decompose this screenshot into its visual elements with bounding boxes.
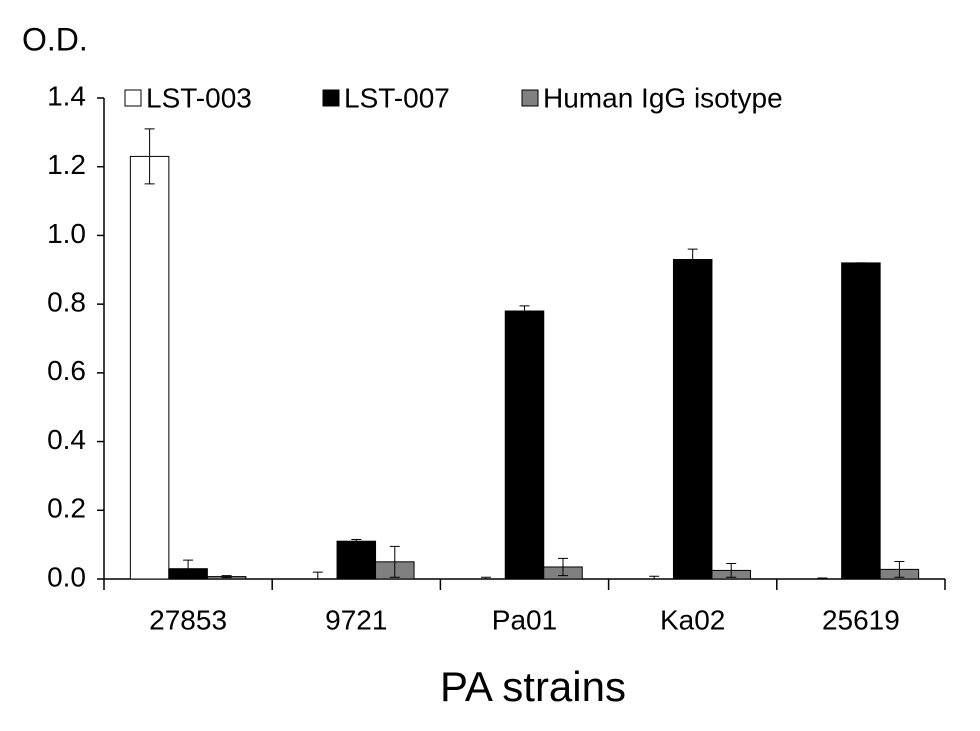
y-tick-label: 1.0 [47, 218, 86, 249]
error-bar [726, 563, 737, 578]
error-bar [558, 557, 568, 577]
y-tick-label: 0.4 [47, 424, 86, 455]
legend-swatch [322, 89, 340, 107]
bar [504, 310, 545, 580]
error-bar [183, 559, 194, 578]
error-bar [687, 248, 698, 271]
error-bar [481, 576, 491, 579]
x-tick-label: Ka02 [660, 604, 725, 635]
legend-label: LST-003 [146, 82, 252, 113]
error-bar [144, 128, 155, 185]
error-bar [221, 575, 232, 579]
x-tick-label: 27853 [149, 604, 227, 635]
y-tick-label: 0.2 [47, 493, 86, 524]
error-bar [389, 545, 400, 578]
y-tick-label: 0.6 [47, 355, 86, 386]
bar [336, 540, 377, 580]
x-tick-label: Pa01 [492, 604, 557, 635]
bar [672, 258, 713, 580]
bar [129, 155, 170, 580]
legend-label: LST-007 [344, 82, 450, 113]
legend-swatch [521, 89, 539, 107]
x-tick-label: 25619 [822, 604, 900, 635]
error-bar [649, 575, 660, 579]
error-bar [351, 538, 362, 544]
y-tick-label: 1.2 [47, 149, 86, 180]
legend-swatch [124, 89, 142, 107]
x-axis-label: PA strains [440, 663, 626, 710]
y-tick-label: 1.4 [47, 80, 86, 111]
y-tick-label: 0.8 [47, 287, 86, 318]
y-axis-label: O.D. [22, 21, 88, 57]
error-bar [894, 560, 905, 578]
error-bar [519, 305, 530, 317]
bar [841, 262, 881, 580]
x-tick-label: 9721 [325, 604, 387, 635]
y-tick-label: 0.0 [47, 561, 86, 592]
error-bar [817, 577, 828, 579]
legend-label: Human IgG isotype [543, 82, 783, 113]
error-bar [312, 571, 323, 579]
